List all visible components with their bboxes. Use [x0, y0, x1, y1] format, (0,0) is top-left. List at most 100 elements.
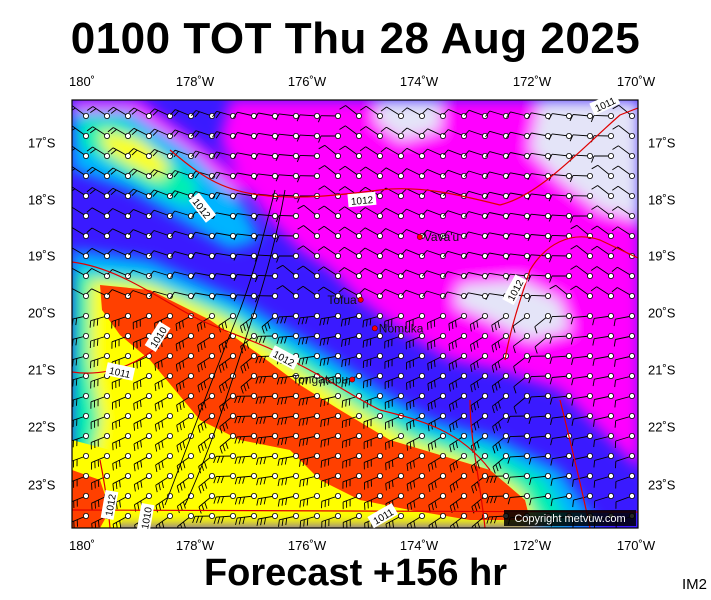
- wind-barb: [612, 165, 636, 179]
- wind-barb: [72, 472, 90, 488]
- wind-barb: [86, 166, 111, 179]
- wind-barb: [176, 472, 194, 493]
- wind-barb: [86, 187, 111, 199]
- wind-barb: [318, 225, 341, 239]
- wind-barb: [175, 352, 194, 372]
- wind-barb: [321, 492, 341, 509]
- wind-barb: [513, 372, 531, 394]
- wind-barb: [492, 452, 509, 474]
- wind-barb: [276, 312, 299, 324]
- wind-barb: [255, 332, 278, 344]
- wind-barb: [593, 492, 615, 509]
- wind-barb: [485, 272, 509, 280]
- wind-barb: [380, 228, 404, 239]
- wind-barb: [72, 513, 90, 528]
- wind-barb: [512, 332, 531, 354]
- wind-barb: [254, 212, 278, 221]
- wind-barb: [422, 250, 446, 259]
- wind-barb: [254, 172, 278, 181]
- wind-barb: [341, 412, 362, 429]
- wind-barb: [197, 332, 215, 352]
- wind-barb: [155, 472, 173, 493]
- wind-barb: [485, 110, 509, 120]
- wind-barb: [527, 232, 552, 241]
- wind-barb: [571, 452, 594, 467]
- wind-barb: [591, 152, 615, 163]
- wind-barb: [611, 206, 636, 219]
- wind-barb: [591, 164, 615, 179]
- wind-barb: [107, 248, 132, 259]
- wind-barb: [449, 472, 467, 493]
- wind-barb: [401, 168, 425, 179]
- lat-tick-left: 18˚S: [28, 192, 56, 208]
- wind-barb: [107, 106, 132, 120]
- wind-barb: [197, 352, 215, 373]
- wind-barb: [406, 392, 425, 411]
- wind-barb: [380, 268, 404, 279]
- wind-barb: [212, 192, 236, 200]
- wind-barb: [175, 372, 194, 392]
- wind-barb: [90, 352, 111, 369]
- wind-barb: [254, 112, 278, 120]
- wind-barb: [611, 226, 636, 239]
- place-label: Nomuka: [379, 321, 424, 335]
- wind-barb: [299, 513, 320, 528]
- wind-barb: [256, 513, 278, 526]
- wind-barb: [448, 392, 467, 412]
- wind-barb: [275, 212, 299, 223]
- wind-barb: [86, 207, 111, 219]
- wind-band-light: [220, 100, 638, 468]
- coastlines: [164, 189, 286, 506]
- wind-barb: [170, 210, 194, 219]
- wind-barb: [299, 452, 320, 467]
- wind-barb: [507, 452, 531, 464]
- wind-barb: [527, 152, 552, 160]
- wind-barb: [591, 225, 615, 239]
- wind-barb: [275, 172, 299, 182]
- wind-barb: [233, 172, 257, 180]
- wind-barb: [254, 132, 278, 140]
- wind-barb: [486, 472, 509, 484]
- wind-barb: [491, 392, 509, 414]
- wind-barb: [428, 492, 446, 513]
- wind-barb: [233, 212, 257, 221]
- wind-barb: [590, 286, 615, 299]
- wind-barb: [428, 472, 446, 492]
- wind-barb: [592, 332, 615, 346]
- wind-barb: [318, 205, 341, 219]
- wind-barb: [112, 412, 132, 430]
- wind-barb: [549, 352, 573, 365]
- lat-tick-right: 19˚S: [648, 248, 676, 264]
- place-label: Vava'u: [424, 230, 459, 244]
- wind-barb: [427, 372, 446, 391]
- wind-barb: [422, 128, 446, 139]
- wind-barb: [89, 312, 111, 328]
- wind-barb: [485, 212, 509, 219]
- wind-barb: [470, 452, 488, 474]
- wind-barb: [507, 412, 531, 424]
- place-label: Tongatapu: [292, 373, 348, 387]
- wind-barb: [363, 432, 383, 450]
- place-marker: Tofua: [327, 293, 364, 307]
- wind-barb: [513, 392, 531, 414]
- wind-barb: [176, 392, 194, 412]
- wind-barb: [198, 472, 215, 494]
- lat-tick-right: 23˚S: [648, 477, 676, 493]
- wind-barb: [128, 127, 152, 139]
- wind-barb: [72, 288, 90, 299]
- wind-barb: [548, 252, 573, 263]
- wind-barb: [443, 169, 467, 179]
- wind-barb: [234, 392, 257, 404]
- wind-barb: [297, 225, 320, 239]
- lon-tick-top: 180˚: [68, 74, 96, 89]
- wind-barb: [154, 412, 173, 432]
- lon-tick-bottom: 170˚W: [616, 538, 656, 553]
- wind-barb: [320, 472, 341, 489]
- wind-barb: [212, 272, 236, 281]
- wind-barb: [191, 150, 215, 159]
- wind-barb: [276, 372, 299, 385]
- wind-barb: [219, 432, 236, 454]
- wind-barb: [527, 272, 552, 282]
- place-dot: [416, 234, 423, 240]
- place-label: Tofua: [327, 293, 357, 307]
